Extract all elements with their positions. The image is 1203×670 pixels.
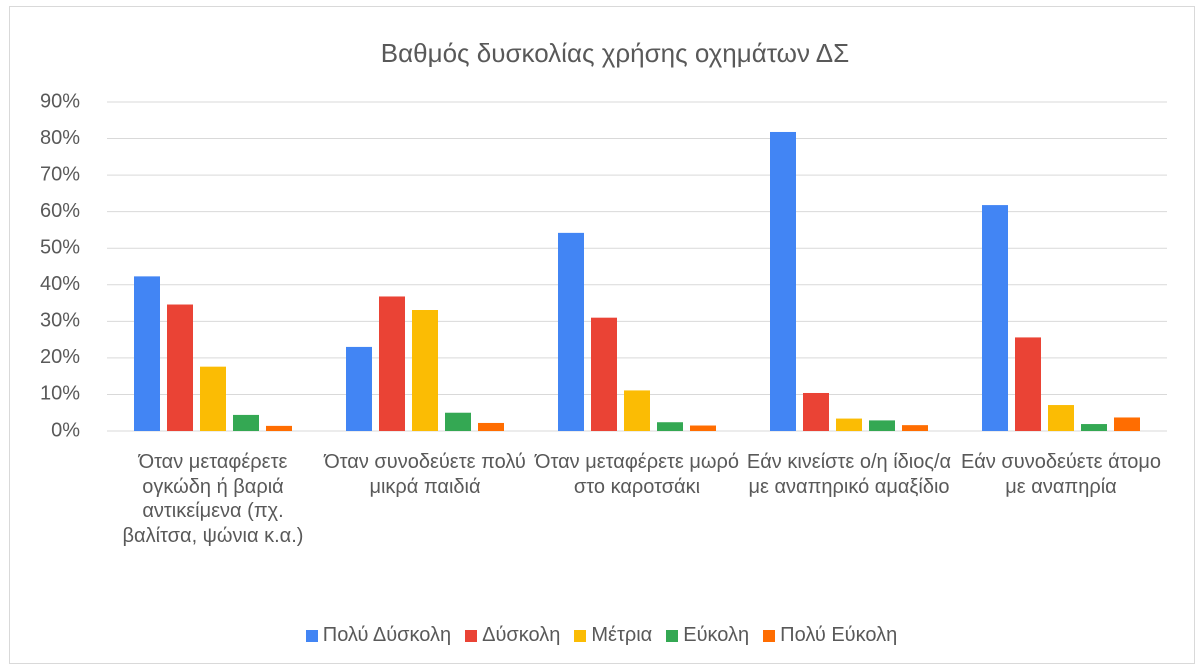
legend-label: Μέτρια — [591, 624, 653, 646]
bar — [478, 422, 504, 431]
chart-border — [9, 6, 1195, 664]
bar — [836, 418, 862, 431]
bar — [379, 296, 405, 431]
legend-item: Μέτρια — [574, 624, 652, 647]
y-tick-label: 70% — [40, 163, 80, 185]
y-tick-label: 80% — [40, 127, 80, 149]
legend-item: Πολύ Εύκολη — [763, 624, 897, 647]
legend-item: Εύκολη — [666, 624, 749, 647]
legend-swatch — [305, 629, 318, 642]
bar — [624, 390, 650, 431]
legend-swatch — [666, 629, 679, 642]
y-tick-label: 90% — [40, 90, 80, 112]
bar — [445, 412, 471, 431]
bar — [591, 317, 617, 431]
x-tick-label: Όταν συνοδεύετε πολύ μικρά παιδιά — [324, 451, 526, 498]
bar — [167, 304, 193, 431]
bar — [412, 310, 438, 431]
x-tick-label: Εάν κινείστε ο/η ίδιος/α με αναπηρικό αμ… — [746, 451, 952, 498]
bar — [200, 366, 226, 431]
y-tick-label: 10% — [40, 383, 80, 405]
y-tick-label: 40% — [40, 273, 80, 295]
x-tick-label: Εάν συνοδεύετε άτομο με αναπηρία — [960, 451, 1162, 498]
legend-label: Εύκολη — [683, 624, 750, 646]
chart-title: Βαθμός δυσκολίας χρήσης οχημάτων ΔΣ — [381, 38, 849, 68]
legend-swatch — [465, 629, 478, 642]
bar — [266, 425, 292, 431]
bar — [803, 392, 829, 431]
y-tick-label: 0% — [51, 419, 80, 441]
bar — [770, 131, 796, 431]
legend-swatch — [763, 629, 776, 642]
bar — [346, 346, 372, 431]
y-tick-label: 50% — [40, 237, 80, 259]
y-tick-label: 30% — [40, 310, 80, 332]
bar — [1081, 424, 1107, 431]
bar — [902, 425, 928, 431]
bar — [1015, 337, 1041, 431]
bar — [134, 276, 160, 431]
bar — [690, 425, 716, 431]
x-tick-label: Όταν μεταφέρετε ογκώδη ή βαριά αντικείμε… — [122, 451, 304, 547]
bar — [1048, 405, 1074, 431]
legend-item: Πολύ Δύσκολη — [305, 624, 452, 647]
bar — [1114, 417, 1140, 431]
legend-swatch — [574, 629, 587, 642]
legend-label: Δύσκολη — [482, 624, 561, 646]
bar — [657, 422, 683, 431]
bar — [982, 205, 1008, 431]
legend-label: Πολύ Δύσκολη — [322, 624, 452, 646]
bar — [869, 420, 895, 431]
x-tick-label: Όταν μεταφέρετε μωρό στο καροτσάκι — [534, 451, 740, 498]
bar — [233, 414, 259, 431]
legend-item: Δύσκολη — [465, 624, 560, 647]
y-tick-label: 20% — [40, 346, 80, 368]
legend-label: Πολύ Εύκολη — [780, 624, 898, 646]
y-tick-label: 60% — [40, 200, 80, 222]
legend: Πολύ Δύσκολη Δύσκολη Μέτρια Εύκολη Πολύ Εύκο… — [0, 624, 1203, 647]
bar — [558, 232, 584, 431]
